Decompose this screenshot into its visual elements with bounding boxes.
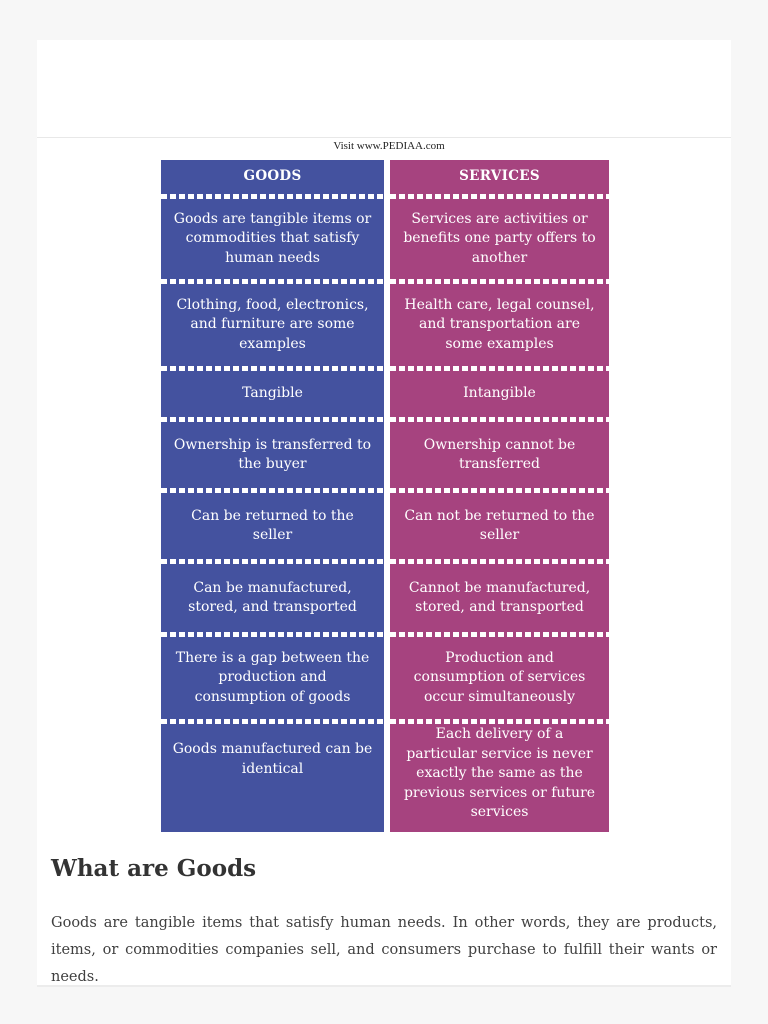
services-header: SERVICES — [459, 168, 540, 185]
services-separator — [390, 559, 609, 564]
goods-cell-definition: Goods are tangible items or commodities … — [173, 210, 372, 266]
services-cell-manufacturing: Cannot be manufactured, stored, and tran… — [408, 579, 591, 616]
services-separator — [390, 194, 609, 199]
services-separator — [390, 417, 609, 422]
goods-separator — [161, 559, 384, 564]
services-column: SERVICES Services are activities or bene… — [390, 160, 609, 832]
goods-cell-examples: Clothing, food, electronics, and furnitu… — [176, 296, 369, 352]
goods-separator — [161, 417, 384, 422]
goods-separator — [161, 279, 384, 284]
services-cell-nature: Intangible — [463, 385, 536, 402]
goods-cell-nature: Tangible — [242, 385, 303, 402]
ad-placeholder — [37, 40, 731, 138]
services-cell-consumption: Production and consumption of services o… — [413, 649, 586, 705]
bottom-divider — [37, 985, 731, 987]
services-cell-examples: Health care, legal counsel, and transpor… — [404, 296, 595, 352]
goods-cell-uniformity: Goods manufactured can be identical — [172, 741, 373, 777]
services-cell-ownership: Ownership cannot be transferred — [423, 436, 576, 473]
goods-separator — [161, 632, 384, 637]
services-separator — [390, 632, 609, 637]
goods-header: GOODS — [243, 168, 302, 185]
goods-separator — [161, 366, 384, 371]
goods-cell-ownership: Ownership is transferred to the buyer — [173, 436, 372, 473]
goods-separator — [161, 719, 384, 724]
goods-cell-manufacturing: Can be manufactured, stored, and transpo… — [188, 579, 357, 616]
section-paragraph: Goods are tangible items that satisfy hu… — [51, 915, 717, 985]
goods-separator — [161, 488, 384, 493]
goods-cell-consumption: There is a gap between the production an… — [175, 649, 370, 705]
goods-column: GOODS Goods are tangible items or commod… — [161, 160, 384, 832]
goods-cell-returnability: Can be returned to the seller — [191, 507, 354, 544]
services-cell-uniformity: Each delivery of a particular service is… — [403, 726, 596, 821]
content-card — [37, 138, 731, 985]
infographic-credit: Visit www.PEDIAA.com — [333, 140, 445, 152]
services-separator — [390, 488, 609, 493]
services-cell-returnability: Can not be returned to the seller — [404, 507, 595, 544]
services-separator — [390, 279, 609, 284]
services-separator — [390, 366, 609, 371]
services-cell-definition: Services are activities or benefits one … — [403, 210, 596, 266]
goods-separator — [161, 194, 384, 199]
section-heading: What are Goods — [51, 855, 257, 882]
services-separator — [390, 719, 609, 724]
